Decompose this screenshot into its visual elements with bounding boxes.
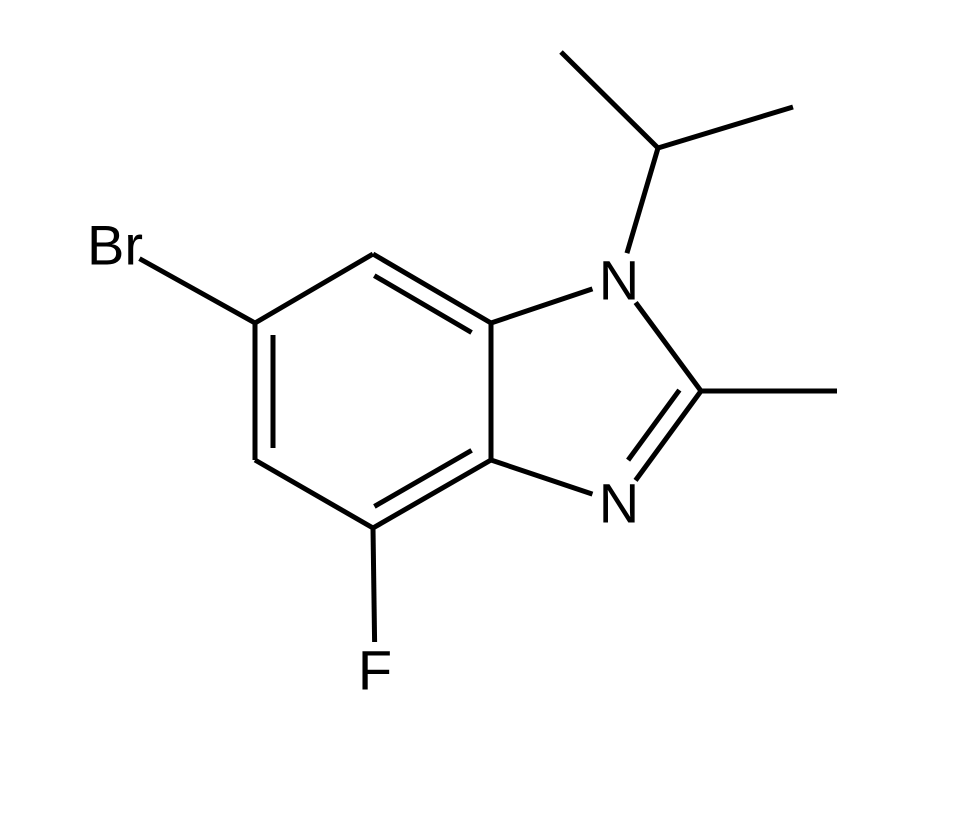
bond-line bbox=[491, 289, 592, 323]
atom-label-n: N bbox=[599, 472, 639, 535]
atom-layer: N N Br F bbox=[87, 214, 639, 702]
bond-line bbox=[561, 52, 658, 148]
atom-label-br: Br bbox=[87, 214, 143, 277]
bond-line bbox=[628, 390, 679, 460]
molecule-diagram: N N Br F bbox=[0, 0, 954, 816]
bond-line bbox=[139, 259, 255, 323]
bond-line bbox=[627, 148, 658, 253]
bond-line bbox=[491, 460, 592, 494]
atom-label-f: F bbox=[358, 639, 392, 702]
atom-label-n: N bbox=[599, 249, 639, 312]
bond-line bbox=[255, 460, 373, 528]
bond-line bbox=[658, 107, 793, 148]
bond-line bbox=[636, 303, 701, 391]
bond-layer bbox=[139, 52, 837, 642]
bond-line bbox=[373, 528, 375, 642]
bond-line bbox=[373, 254, 491, 323]
bond-line bbox=[255, 254, 373, 323]
bond-line bbox=[373, 460, 491, 528]
